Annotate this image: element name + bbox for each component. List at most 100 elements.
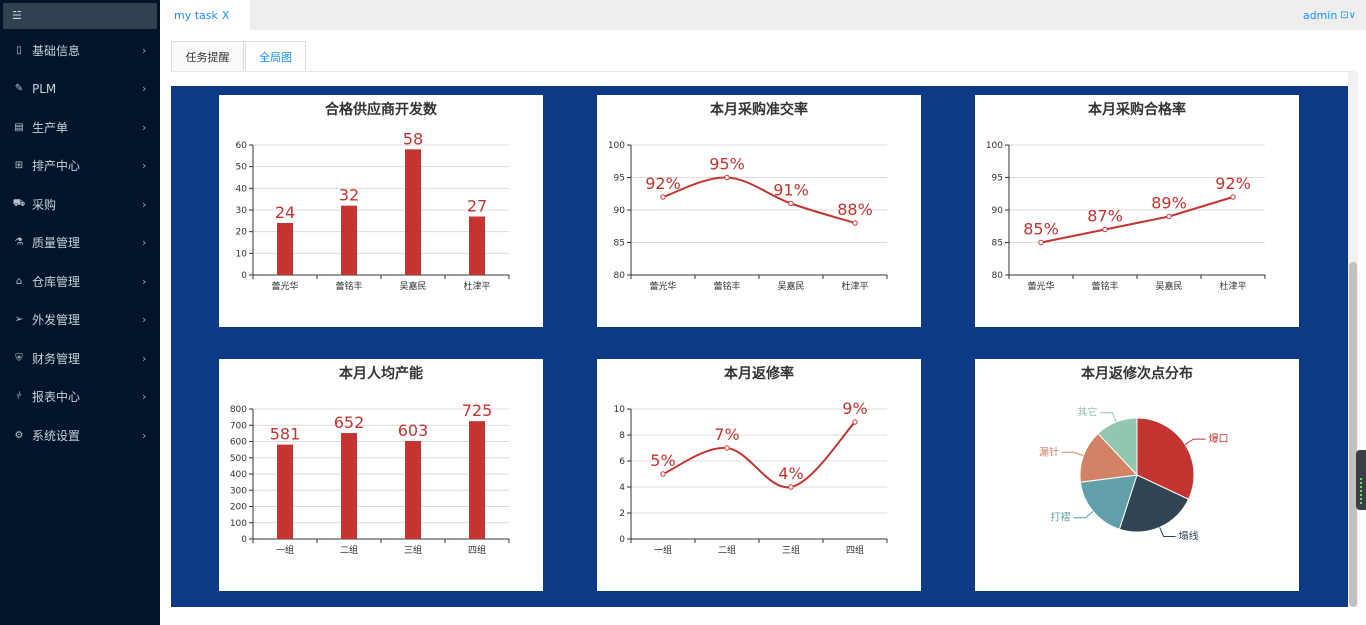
tab-task-reminder[interactable]: 任务提醒 (171, 41, 244, 72)
sidebar-item-9[interactable]: ⫩ 报表中心 › (0, 378, 160, 417)
sidebar-item-label: 基础信息 (32, 43, 81, 58)
series-line (1040, 196, 1234, 244)
chart-card-ontime: 本月采购准交率 80 85 90 95 100 蕾光华 蕾铭丰 吴嘉民 杜津平 92% 95% 91% 8… (597, 95, 921, 327)
data-label: 92% (645, 174, 681, 193)
menu-fold-icon: ☱ (12, 9, 22, 22)
y-tick-label: 10 (614, 405, 626, 415)
sidebar-item-7[interactable]: ➢ 外发管理 › (0, 301, 160, 340)
chart-icon: ⫩ (16, 391, 22, 403)
data-label: 32 (339, 186, 359, 205)
pie-label-line (1159, 527, 1176, 537)
tab-global-chart[interactable]: 全局图 (245, 41, 306, 72)
data-label: 91% (773, 181, 809, 200)
x-tick-label: 一组 (654, 544, 672, 556)
x-tick-label: 蕾铭丰 (713, 280, 740, 292)
chevron-right-icon: › (142, 197, 147, 211)
y-tick-label: 40 (236, 184, 248, 194)
divider (171, 71, 1354, 72)
sidebar-item-label: 系统设置 (32, 428, 81, 443)
x-tick-label: 吴嘉民 (1155, 280, 1182, 292)
data-label: 89% (1151, 194, 1187, 213)
chevron-right-icon: › (142, 120, 147, 134)
pie-label-line (1073, 510, 1094, 519)
chart-card-repair: 本月返修率 0 2 4 6 8 10 一组 二组 三组 四组 5% 7% 4% 9% (597, 359, 921, 591)
chart-title: 本月返修次点分布 (1081, 365, 1193, 382)
sidebar-item-1[interactable]: ✎ PLM › (0, 70, 160, 109)
top-bar: my task X admin ⊡∨ (160, 0, 1366, 30)
data-point (852, 220, 858, 226)
document-icon: ▤ (14, 121, 24, 133)
pie-slice (1118, 474, 1190, 533)
data-label: 9% (842, 399, 867, 418)
sidebar-item-label: PLM (32, 81, 57, 96)
y-tick-label: 100 (608, 141, 625, 151)
tab-global-chart-label: 全局图 (259, 51, 292, 64)
pie-slice (1079, 474, 1138, 530)
menu-toggle-button[interactable]: ☱ (3, 3, 157, 29)
data-label: 24 (275, 203, 295, 222)
pie-label: 塌线 (1179, 529, 1199, 542)
sidebar: ☱ ▯ 基础信息 › ✎ PLM › ▤ 生产单 › ⊞ 排产中心 › ⛟ 采购 › ⚗ 质量管理 › ⌂ 仓库管理 ›… (0, 0, 160, 625)
chevron-right-icon: › (142, 43, 147, 57)
sidebar-item-2[interactable]: ▤ 生产单 › (0, 108, 160, 147)
sidebar-item-label: 报表中心 (32, 390, 81, 405)
sidebar-item-5[interactable]: ⚗ 质量管理 › (0, 224, 160, 263)
bar (469, 421, 485, 539)
sidebar-menu: ▯ 基础信息 › ✎ PLM › ▤ 生产单 › ⊞ 排产中心 › ⛟ 采购 › ⚗ 质量管理 › ⌂ 仓库管理 › ➢ 外… (0, 31, 160, 455)
sidebar-item-8[interactable]: ⛨ 财务管理 › (0, 339, 160, 378)
chart-title: 本月人均产能 (339, 365, 423, 382)
scrollbar-thumb[interactable] (1349, 262, 1357, 607)
x-tick-label: 二组 (718, 544, 736, 556)
y-tick-label: 700 (230, 421, 247, 431)
pie-label-line (1184, 438, 1206, 445)
y-tick-label: 90 (614, 206, 626, 216)
sidebar-item-4[interactable]: ⛟ 采购 › (0, 185, 160, 224)
bar (405, 149, 421, 275)
y-tick-label: 10 (236, 249, 248, 259)
chart-capacity: 本月人均产能 0 100 200 300 400 500 600 700 800 一组 二组 三组 四组 5… (230, 365, 510, 556)
pie-label: 爆口 (1209, 433, 1229, 445)
pie-slice (1097, 417, 1138, 477)
sidebar-item-3[interactable]: ⊞ 排产中心 › (0, 147, 160, 186)
y-tick-label: 85 (614, 239, 625, 249)
chart-title: 本月采购准交率 (710, 101, 808, 118)
chevron-right-icon: › (142, 390, 147, 404)
user-menu[interactable]: admin ⊡∨ (1303, 9, 1356, 22)
data-point (1230, 194, 1236, 200)
data-label: 4% (778, 464, 803, 483)
data-label: 27 (467, 197, 487, 216)
data-label: 85% (1023, 220, 1059, 239)
side-widget[interactable] (1356, 450, 1366, 510)
sidebar-item-10[interactable]: ⚙ 系统设置 › (0, 416, 160, 455)
bar (405, 441, 421, 539)
sidebar-item-label: 采购 (32, 197, 57, 212)
sidebar-item-6[interactable]: ⌂ 仓库管理 › (0, 262, 160, 301)
data-point (852, 419, 858, 425)
data-point (1038, 239, 1044, 246)
data-label: 652 (334, 413, 365, 432)
user-name: admin (1302, 9, 1338, 22)
x-tick-label: 四组 (846, 544, 864, 556)
data-label: 725 (462, 401, 493, 420)
pie-slice (1136, 417, 1195, 500)
sidebar-item-0[interactable]: ▯ 基础信息 › (0, 31, 160, 70)
chart-supplier-dev: 合格供应商开发数 0 10 20 30 40 50 60 蕾光华 蕾铭丰 吴嘉民 杜津平 24 32 58 2… (236, 101, 510, 292)
dashboard-panel: 合格供应商开发数 0 10 20 30 40 50 60 蕾光华 蕾铭丰 吴嘉民 杜津平 24 32 58 2… (171, 86, 1348, 607)
y-tick-label: 600 (230, 438, 247, 448)
y-tick-label: 500 (230, 454, 247, 464)
y-tick-label: 85 (992, 239, 1003, 249)
data-label: 88% (837, 200, 873, 219)
close-icon[interactable]: X (221, 8, 230, 22)
y-tick-label: 8 (619, 431, 625, 441)
tab-my-task[interactable]: my task X (160, 0, 250, 30)
y-tick-label: 4 (619, 483, 625, 493)
y-tick-label: 80 (614, 271, 626, 281)
chevron-right-icon: › (142, 159, 147, 173)
chart-card-repair-dist: 本月返修次点分布 爆口 塌线 打褶 漏针 其它 (975, 359, 1299, 591)
data-label: 92% (1215, 174, 1251, 193)
y-tick-label: 2 (619, 509, 625, 519)
x-tick-label: 三组 (782, 544, 800, 556)
x-tick-label: 蕾铭丰 (1091, 280, 1118, 292)
chart-title: 合格供应商开发数 (325, 101, 438, 118)
y-tick-label: 80 (992, 271, 1004, 281)
